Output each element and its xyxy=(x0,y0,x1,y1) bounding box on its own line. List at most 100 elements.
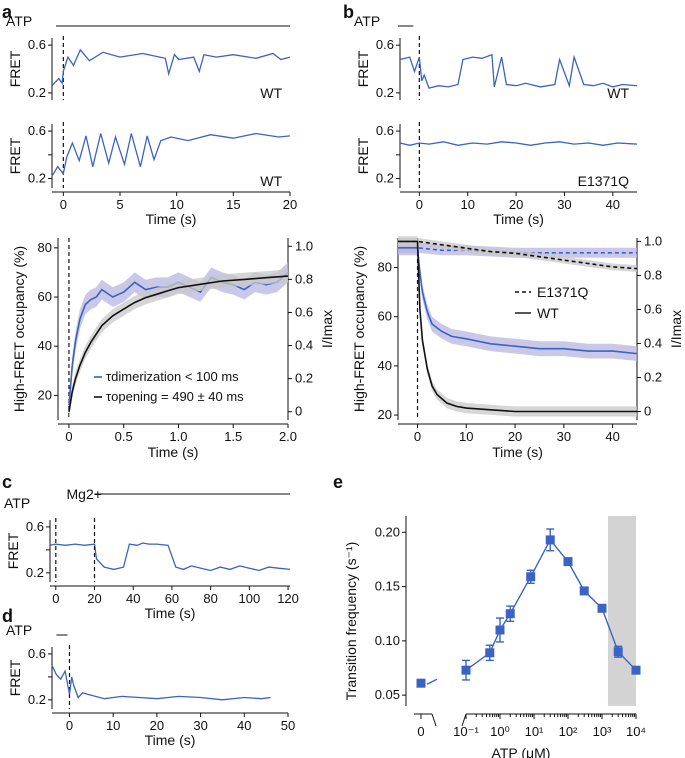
x-tick-label: 50 xyxy=(281,718,295,733)
panel-letter-a: a xyxy=(2,2,13,22)
y2-axis-title: I/Imax xyxy=(668,310,684,348)
x-tick-label: 10⁻¹ xyxy=(453,724,479,739)
y-tick-label: 80 xyxy=(38,240,52,255)
x-tick-label: 5 xyxy=(116,197,123,212)
x-tick-label: 40 xyxy=(605,429,619,444)
y-tick-label: 40 xyxy=(378,358,392,373)
data-point xyxy=(461,665,471,675)
y-axis-title: FRET xyxy=(355,50,371,87)
top-label: ATP xyxy=(6,622,32,638)
y-tick-label: 0.20 xyxy=(375,524,400,539)
y-tick-label: 60 xyxy=(38,289,52,304)
y2-tick-label: 0.6 xyxy=(295,304,313,319)
x-tick-label: 10² xyxy=(559,724,578,739)
y-tick-label: 40 xyxy=(38,338,52,353)
x-tick-label: 30 xyxy=(557,429,571,444)
data-point xyxy=(485,648,495,658)
y-axis-title: FRET xyxy=(7,137,23,174)
legend-opening: τopening = 490 ± 40 ms xyxy=(106,389,244,404)
x-axis-title: Time (s) xyxy=(492,444,543,460)
y-tick-label: 0.05 xyxy=(375,687,400,702)
series-line xyxy=(68,271,289,406)
y-axis-title: FRET xyxy=(5,532,21,569)
y2-tick-label: 0.6 xyxy=(644,301,662,316)
y2-tick-label: 0.8 xyxy=(295,271,313,286)
x-tick-label: 2.0 xyxy=(279,429,297,444)
panel-a-middle-trace: 0.2 0.6 FRET 0 5 10 15 20 Time (s) WT xyxy=(7,122,297,227)
x-tick-label: 10⁰ xyxy=(490,724,510,739)
x-tick-label: 20 xyxy=(508,429,522,444)
panel-e-frequency-chart: 0.05 0.10 0.15 0.20 Transition frequency (s⁻… xyxy=(343,516,646,758)
y2-tick-label: 0.2 xyxy=(644,369,662,384)
x-tick-label: 10³ xyxy=(593,724,612,739)
data-point xyxy=(495,625,505,635)
x-tick-label: 1.0 xyxy=(169,429,187,444)
panel-a-occupancy-chart: 20 40 60 80 High-FRET occupancy (%) 0 0.2 0.4 0.… xyxy=(11,238,335,460)
x-axis-title: Time (s) xyxy=(148,444,199,460)
x-tick-label: 10 xyxy=(106,718,120,733)
top-label: ATP xyxy=(4,495,30,511)
panel-b-middle-trace: 0.2 0.6 FRET 0 10 20 30 40 Time (s) E1371Q xyxy=(355,122,638,227)
y-tick-label: 0.6 xyxy=(376,123,394,138)
zero-point-marker xyxy=(416,678,426,688)
top-label: ATP xyxy=(6,13,32,29)
y2-tick-label: 0.2 xyxy=(295,371,313,386)
series-error-band xyxy=(69,269,288,419)
series-error-band xyxy=(398,238,637,272)
x-axis-title: Time (s) xyxy=(493,211,544,227)
fret-trace-line xyxy=(51,665,271,701)
series-line xyxy=(398,247,638,355)
zero-point-connector xyxy=(426,678,438,685)
y-tick-label: 0.2 xyxy=(28,85,46,100)
y2-axis-title: I/Imax xyxy=(319,310,335,348)
y2-tick-label: 0 xyxy=(295,404,302,419)
y-tick-label: 0.10 xyxy=(375,633,400,648)
fret-trace-line xyxy=(49,542,291,572)
x-tick-label: 0 xyxy=(60,197,67,212)
panel-letter-d: d xyxy=(2,606,13,626)
panel-c-trace: 0.2 0.6 FRET 0 20 40 60 80 100 120 Time (s) ATP Mg2+ xyxy=(4,486,299,621)
x-tick-label: 15 xyxy=(226,197,240,212)
y-axis-title: High-FRET occupancy (%) xyxy=(11,246,27,412)
y-tick-label: 0.2 xyxy=(376,85,394,100)
y-axis-title: FRET xyxy=(7,50,23,87)
legend-dimerization: τdimerization < 100 ms xyxy=(106,369,239,384)
panel-b-occupancy-chart: 20 40 60 80 High-FRET occupancy (%) 0 0.2 0.4 0.… xyxy=(351,233,684,460)
data-point xyxy=(545,535,555,545)
series-error-band xyxy=(69,262,288,416)
trace-annotation: E1371Q xyxy=(578,173,629,189)
y-tick-label: 60 xyxy=(378,309,392,324)
x-axis-title: ATP (μM) xyxy=(492,745,551,758)
x-axis-break xyxy=(461,713,467,727)
fret-trace-line xyxy=(51,48,291,87)
x-tick-label: 10¹ xyxy=(525,724,544,739)
y2-tick-label: 1.0 xyxy=(644,233,662,248)
x-tick-label: 40 xyxy=(606,197,620,212)
y-tick-label: 0.6 xyxy=(28,646,46,661)
data-point xyxy=(505,609,515,619)
y2-tick-label: 0 xyxy=(644,403,651,418)
y-tick-label: 0.2 xyxy=(28,692,46,707)
data-point xyxy=(563,557,573,567)
x-tick-label: 0.5 xyxy=(115,429,133,444)
panel-letter-c: c xyxy=(2,472,12,492)
series-line xyxy=(398,240,637,413)
top-label: ATP xyxy=(354,13,380,29)
x-tick-label: 120 xyxy=(277,591,299,606)
x-tick-label: 10 xyxy=(459,429,473,444)
x-axis-title: Time (s) xyxy=(146,211,197,227)
data-point xyxy=(631,665,641,675)
x-tick-label: 0 xyxy=(414,429,421,444)
x-tick-label: 0 xyxy=(416,197,423,212)
x-axis-title: Time (s) xyxy=(145,605,196,621)
x-tick-label: 10⁴ xyxy=(626,724,646,739)
x-axis-break xyxy=(431,713,437,727)
panel-letter-e: e xyxy=(333,472,343,492)
y2-tick-label: 0.4 xyxy=(295,338,313,353)
y-axis-title: High-FRET occupancy (%) xyxy=(351,246,367,412)
y-axis-title: FRET xyxy=(7,659,23,696)
legend-e1371q: E1371Q xyxy=(537,284,588,300)
x-tick-label: 40 xyxy=(126,591,140,606)
